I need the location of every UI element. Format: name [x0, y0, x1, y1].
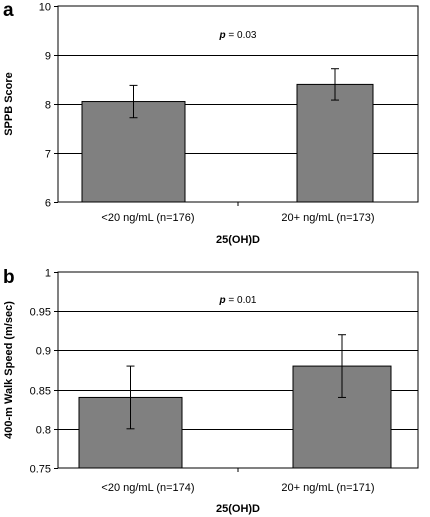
- x-category-label: 20+ ng/mL (n=171): [281, 482, 374, 494]
- p-symbol: p: [219, 30, 226, 41]
- x-category-label: <20 ng/mL (n=176): [101, 212, 194, 224]
- chart-panel-b: b 0.75 0.8 0.85 0.9 0.95 1 <20 ng/mL (n=174) 20+…: [3, 267, 419, 515]
- y-tick-label: 0.9: [36, 346, 51, 358]
- y-tick-label: 9: [45, 51, 51, 63]
- x-axis-title: 25(OH)D: [216, 503, 260, 515]
- p-value: = 0.01: [226, 295, 257, 306]
- x-category-label: <20 ng/mL (n=174): [101, 482, 194, 494]
- y-axis-title: 400-m Walk Speed (m/sec): [3, 301, 15, 439]
- y-tick-label: 10: [39, 2, 51, 14]
- chart-panel-a: a 6 7 8 9 10 <20 ng/mL (n=176) 20+ ng/mL (n=173…: [3, 0, 419, 246]
- y-tick-label: 0.95: [30, 307, 51, 319]
- bar: [296, 83, 374, 203]
- y-tick-label: 0.85: [30, 386, 51, 398]
- p-symbol: p: [219, 295, 226, 306]
- bar: [81, 101, 186, 203]
- y-tick-label: 1: [45, 268, 51, 280]
- y-axis-title: SPPB Score: [3, 72, 15, 136]
- panel-letter: b: [3, 267, 15, 288]
- y-tick-label: 7: [45, 149, 51, 161]
- p-value-annotation: p = 0.01: [219, 295, 257, 306]
- panel-letter: a: [3, 0, 14, 21]
- y-tick-label: 6: [45, 198, 51, 210]
- p-value: = 0.03: [226, 30, 257, 41]
- y-tick-label: 0.75: [30, 464, 51, 476]
- x-category-label: 20+ ng/mL (n=173): [281, 212, 374, 224]
- x-axis-title: 25(OH)D: [216, 234, 260, 246]
- p-value-annotation: p = 0.03: [219, 30, 257, 41]
- y-tick-label: 8: [45, 100, 51, 112]
- y-tick-label: 0.8: [36, 425, 51, 437]
